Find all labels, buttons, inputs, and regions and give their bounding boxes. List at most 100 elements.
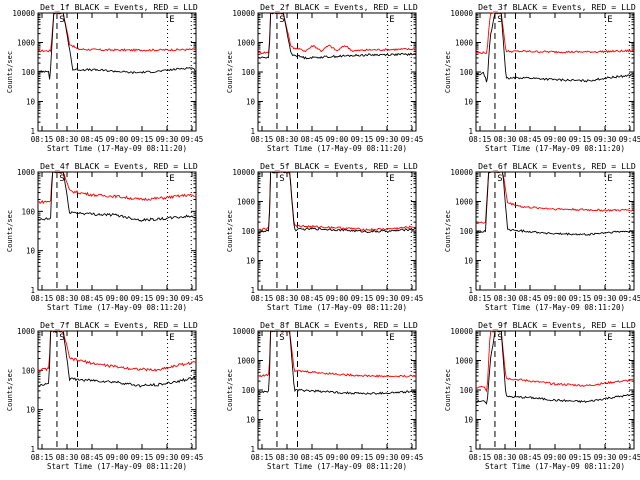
y-tick-label: 10000 [12,9,35,18]
y-axis-label: Counts/sec [6,51,14,93]
x-tick-label: 08:45 [81,453,104,462]
x-tick-label: 09:30 [594,135,617,144]
x-tick-label: 08:45 [301,135,324,144]
x-tick-label: 09:15 [351,294,374,303]
start-marker: S [59,174,64,184]
x-tick-label: 09:15 [569,294,592,303]
x-tick-label: 09:45 [401,294,424,303]
x-tick-label: 09:15 [351,135,374,144]
x-axis-label: Start Time (17-May-09 08:11:20) [47,462,187,471]
start-marker: S [497,333,502,343]
y-axis-label: Counts/sec [444,369,452,411]
plot-frame [257,330,417,450]
y-tick-label: 100 [21,366,35,375]
x-tick-label: 09:30 [376,294,399,303]
x-tick-label: 09:15 [569,453,592,462]
y-tick-label: 10 [464,416,474,425]
x-tick-label: 08:30 [276,294,299,303]
chart-panel: Det_3f BLACK = Events, RED = LLD 1 10 100 10… [444,2,640,153]
x-tick-label: 09:15 [351,453,374,462]
chart-panel: Det_7f BLACK = Events, RED = LLD 1 10 100 10… [6,320,203,471]
series-line [475,330,635,405]
y-tick-label: 10 [464,98,474,107]
plot-frame [37,12,197,132]
start-marker: S [59,333,64,343]
plot-frame [257,12,417,132]
x-tick-label: 08:30 [494,294,517,303]
x-axis-label: Start Time (17-May-09 08:11:20) [267,144,407,153]
x-tick-label: 08:30 [56,294,79,303]
x-tick-label: 09:45 [181,294,204,303]
end-marker: E [169,333,174,343]
x-tick-label: 09:15 [131,294,154,303]
x-tick-label: 08:30 [494,453,517,462]
end-marker: E [607,333,612,343]
y-tick-label: 1000 [455,357,474,366]
chart-panel: Det_1f BLACK = Events, RED = LLD 1 10 100 10… [6,2,203,153]
x-tick-label: 08:15 [251,135,274,144]
x-tick-label: 09:00 [106,135,129,144]
x-tick-label: 09:30 [376,135,399,144]
start-marker: S [279,15,284,25]
x-tick-label: 09:30 [376,453,399,462]
y-tick-label: 1000 [17,327,36,336]
chart-title: Det_3f BLACK = Events, RED = LLD [478,2,636,12]
x-tick-label: 09:00 [106,453,129,462]
x-tick-label: 08:15 [31,135,54,144]
x-axis-label: Start Time (17-May-09 08:11:20) [485,462,625,471]
x-tick-label: 09:30 [156,135,179,144]
end-marker: E [389,174,394,184]
y-tick-label: 1000 [237,357,256,366]
y-tick-label: 1000 [17,39,36,48]
y-axis-label: Counts/sec [226,51,234,93]
x-tick-label: 08:15 [251,294,274,303]
y-tick-label: 10000 [450,168,473,177]
x-axis-label: Start Time (17-May-09 08:11:20) [267,303,407,312]
y-tick-label: 1000 [17,168,36,177]
x-tick-label: 09:30 [594,453,617,462]
chart-title: Det_1f BLACK = Events, RED = LLD [40,2,198,12]
y-tick-label: 100 [21,68,35,77]
x-tick-label: 08:45 [519,453,542,462]
plot-frame [475,171,635,291]
y-tick-label: 100 [459,227,473,236]
x-tick-label: 08:45 [519,135,542,144]
plot-frame [475,330,635,450]
x-tick-label: 08:15 [469,294,492,303]
y-tick-label: 1 [250,445,255,454]
x-tick-label: 09:45 [181,135,204,144]
x-tick-label: 09:30 [156,453,179,462]
end-marker: E [607,174,612,184]
series-line [37,330,197,388]
y-tick-label: 10 [246,257,256,266]
x-tick-label: 09:00 [326,294,349,303]
x-tick-label: 08:30 [56,135,79,144]
chart-title: Det_7f BLACK = Events, RED = LLD [40,320,198,330]
chart-title: Det_4f BLACK = Events, RED = LLD [40,161,198,171]
y-tick-label: 1 [30,286,35,295]
x-tick-label: 08:45 [81,135,104,144]
x-tick-label: 08:15 [469,453,492,462]
series-line [257,171,417,234]
x-tick-label: 09:00 [544,294,567,303]
y-tick-label: 1000 [455,39,474,48]
chart-title: Det_8f BLACK = Events, RED = LLD [260,320,418,330]
start-marker: S [59,15,64,25]
start-marker: S [279,174,284,184]
y-tick-label: 100 [21,207,35,216]
y-axis-label: Counts/sec [444,210,452,252]
series-line [257,330,417,395]
y-tick-label: 10000 [450,9,473,18]
x-tick-label: 09:30 [156,294,179,303]
y-tick-label: 1000 [237,39,256,48]
y-tick-label: 100 [459,68,473,77]
y-tick-label: 10 [246,98,256,107]
y-tick-label: 100 [241,68,255,77]
x-axis-label: Start Time (17-May-09 08:11:20) [267,462,407,471]
y-tick-label: 1 [30,127,35,136]
end-marker: E [169,15,174,25]
x-axis-label: Start Time (17-May-09 08:11:20) [485,144,625,153]
y-tick-label: 100 [459,386,473,395]
chart-panel: Det_2f BLACK = Events, RED = LLD 1 10 100 10… [226,2,423,153]
